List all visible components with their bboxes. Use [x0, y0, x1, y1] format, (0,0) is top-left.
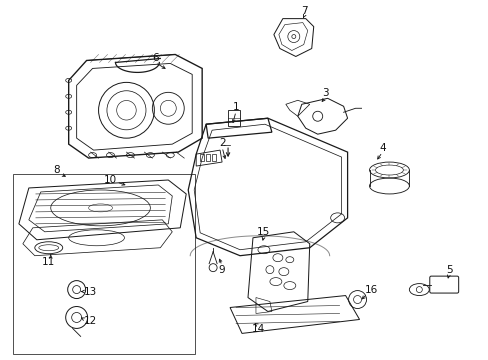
Text: 2: 2 — [218, 138, 225, 148]
Text: 10: 10 — [104, 175, 117, 185]
Text: 3: 3 — [322, 88, 328, 98]
Bar — [227, 110, 240, 126]
Text: 15: 15 — [257, 227, 270, 237]
Text: 6: 6 — [152, 54, 158, 63]
Text: 16: 16 — [364, 284, 377, 294]
Text: 5: 5 — [445, 265, 451, 275]
Text: 9: 9 — [218, 265, 225, 275]
Text: 1: 1 — [232, 102, 239, 112]
Text: 4: 4 — [378, 143, 385, 153]
Text: 7: 7 — [301, 6, 307, 15]
Bar — [212, 154, 216, 161]
Bar — [206, 154, 210, 161]
Text: 12: 12 — [84, 316, 97, 327]
Text: 8: 8 — [53, 165, 60, 175]
Bar — [200, 154, 203, 161]
Text: 14: 14 — [251, 324, 264, 334]
Text: 13: 13 — [84, 287, 97, 297]
Text: 11: 11 — [42, 257, 55, 267]
